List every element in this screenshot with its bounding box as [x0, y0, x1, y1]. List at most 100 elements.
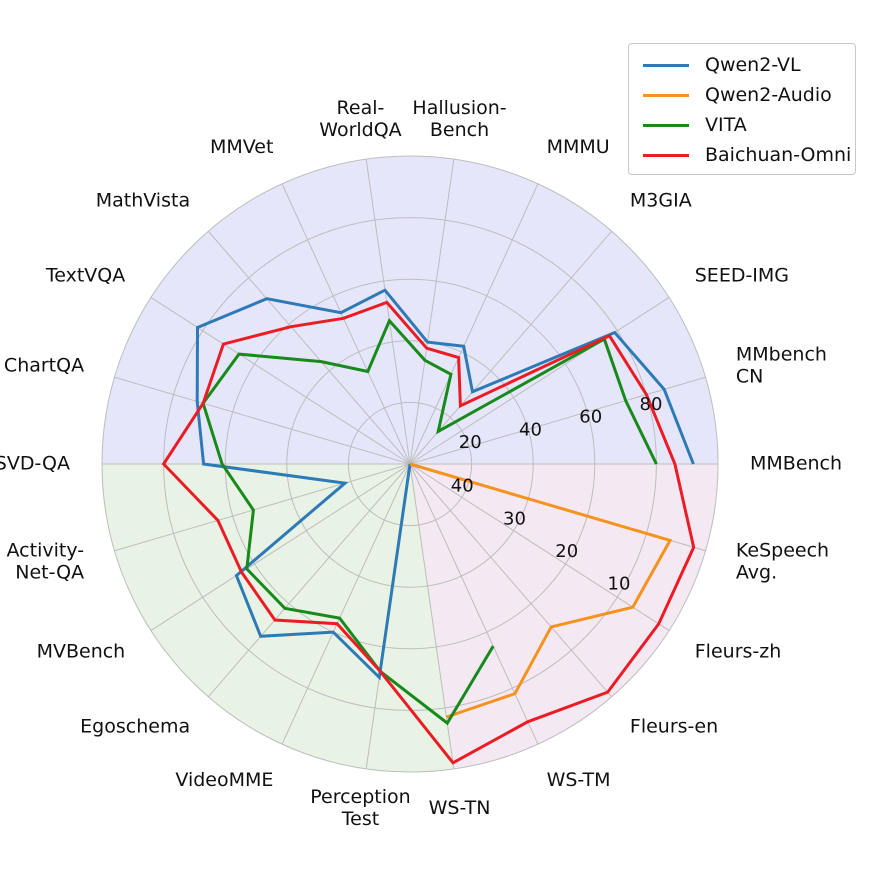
axis-label-msvd-qa: MSVD-QA [0, 453, 70, 475]
axis-label-videomme: VideoMME [175, 769, 273, 791]
axis-label-line: CN [736, 365, 763, 387]
axis-label-line: MMBench [750, 453, 842, 475]
audio-tick-2: 30 [503, 508, 526, 529]
legend-swatch-qwen2-audio [643, 93, 689, 97]
legend-swatch-qwen2-vl [643, 63, 689, 67]
grid-spoke-19 [409, 463, 613, 698]
axis-label-line: SEED-IMG [695, 264, 789, 286]
legend-label-vita: VITA [705, 114, 747, 136]
grid-spoke-17 [409, 463, 455, 769]
axis-label-real-worldqa: Real-WorldQA [319, 97, 401, 141]
axis-label-line: TextVQA [45, 264, 125, 286]
series-vita [201, 317, 658, 726]
axis-label-seed-img: SEED-IMG [695, 264, 789, 286]
axis-label-line: MVBench [37, 641, 126, 663]
axis-label-mmmu: MMMU [547, 136, 610, 158]
legend-item-qwen2-audio: Qwen2-Audio [629, 80, 855, 110]
axis-label-line: WorldQA [319, 119, 401, 141]
region-audio [410, 464, 718, 769]
axis-label-line: ChartQA [4, 354, 84, 376]
tick-labels: 20 40 60 80 40 30 20 10 [451, 394, 663, 595]
grid-spoke-3 [409, 230, 613, 465]
grid-spoke-9 [150, 297, 411, 465]
series-line-qwen2-audio-1 [409, 462, 673, 719]
legend-swatch-vita [643, 123, 689, 127]
axis-label-line: M3GIA [630, 189, 692, 211]
axis-label-line: Hallusion- [412, 97, 506, 119]
grid-spoke-5 [409, 159, 455, 465]
image-tick-2: 40 [519, 419, 542, 440]
axis-label-fleurs-zh: Fleurs-zh [695, 641, 782, 663]
grid-spoke-18 [409, 463, 539, 745]
image-tick-3: 60 [579, 407, 602, 428]
grid-spoke-6 [365, 159, 411, 465]
grid-spoke-15 [281, 463, 411, 745]
series-qwen2-vl [195, 288, 695, 681]
axis-label-textvqa: TextVQA [45, 264, 125, 286]
series-line-baichuan-omni-0 [161, 300, 696, 765]
axis-label-line: Egoschema [80, 716, 190, 738]
legend-label-qwen2-audio: Qwen2-Audio [705, 84, 832, 106]
grid-spoke-13 [150, 463, 411, 631]
axis-label-line: Net-QA [15, 562, 84, 584]
audio-tick-4: 10 [608, 574, 631, 595]
axis-label-mmvet: MMVet [210, 136, 273, 158]
series-baichuan-omni [161, 300, 696, 765]
axis-label-mvbench: MVBench [37, 641, 126, 663]
axis-label-line: MMMU [547, 136, 610, 158]
axis-label-line: Test [341, 808, 379, 830]
audio-tick-1: 40 [451, 476, 474, 497]
legend-item-baichuan-omni: Baichuan-Omni [629, 140, 855, 170]
axis-label-line: Bench [430, 119, 489, 141]
grid-spoke-20 [409, 463, 670, 631]
grid-spoke-4 [409, 183, 539, 465]
series-qwen2-audio [409, 462, 673, 719]
legend-swatch-baichuan-omni [643, 153, 689, 157]
grid-spoke-14 [207, 463, 411, 698]
axis-label-mmbench: MMBench [750, 453, 842, 475]
axis-label-ws-tn: WS-TN [429, 797, 491, 819]
axis-label-line: Real- [337, 97, 385, 119]
axis-label-fleurs-en: Fleurs-en [630, 716, 718, 738]
series-line-vita-0 [201, 317, 658, 726]
radar-grid [101, 155, 719, 773]
axis-label-line: WS-TN [429, 797, 491, 819]
axis-label-ws-tm: WS-TM [547, 769, 611, 791]
axis-label-chartqa: ChartQA [4, 354, 84, 376]
region-image [102, 156, 718, 464]
axis-label-line: Fleurs-en [630, 716, 718, 738]
axis-label-line: KeSpeech [736, 540, 829, 562]
audio-tick-3: 20 [555, 541, 578, 562]
legend-item-vita: VITA [629, 110, 855, 140]
grid-spoke-8 [207, 230, 411, 465]
grid-spoke-12 [114, 463, 411, 552]
region-backgrounds [102, 156, 718, 772]
axis-label-hallusion-bench: Hallusion-Bench [412, 97, 506, 141]
image-tick-4: 80 [640, 394, 663, 415]
grid-spoke-1 [409, 376, 706, 465]
axis-label-line: Fleurs-zh [695, 641, 782, 663]
axis-label-line: VideoMME [175, 769, 273, 791]
grid-spoke-10 [114, 376, 411, 465]
grid-spoke-2 [409, 297, 670, 465]
region-video [102, 464, 454, 772]
axis-label-line: MSVD-QA [0, 453, 70, 475]
image-tick-1: 20 [459, 432, 482, 453]
axis-label-m3gia: M3GIA [630, 189, 692, 211]
axis-label-line: MMbench [736, 343, 827, 365]
axis-label-line: Perception [310, 786, 410, 808]
series-line-qwen2-vl-0 [195, 288, 695, 681]
grid-spoke-7 [281, 183, 411, 465]
series-lines [161, 288, 696, 765]
axis-label-mathvista: MathVista [96, 189, 190, 211]
axis-label-line: MathVista [96, 189, 190, 211]
legend-label-qwen2-vl: Qwen2-VL [705, 54, 801, 76]
axis-label-activity-net-qa: Activity-Net-QA [7, 540, 85, 584]
legend: Qwen2-VL Qwen2-Audio VITA Baichuan-Omni [628, 43, 856, 175]
axis-label-line: Activity- [7, 540, 85, 562]
